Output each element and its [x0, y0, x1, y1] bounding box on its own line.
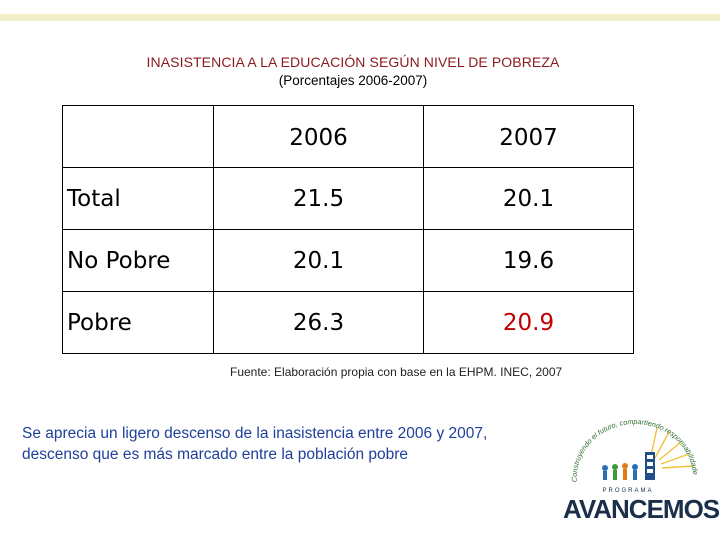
summary-note: Se aprecia un ligero descenso de la inas… — [22, 425, 488, 463]
table-header-row: 2006 2007 — [62, 105, 634, 168]
logo-slogan: Construyendo el futuro, compartiendo res… — [563, 412, 700, 482]
table-row: No Pobre 20.1 19.6 — [62, 229, 634, 292]
cell-value: 21.5 — [213, 167, 424, 230]
header-cell-2007: 2007 — [423, 105, 634, 168]
logo-emblem-icon: Construyendo el futuro, compartiendo res… — [561, 405, 700, 482]
page-subtitle: (Porcentajes 2006-2007) — [278, 73, 428, 88]
row-label: Total — [62, 167, 214, 230]
row-label: Pobre — [62, 291, 214, 354]
top-decorative-bar — [0, 14, 720, 21]
cell-value-highlighted: 20.9 — [423, 291, 634, 354]
logo-program-label: PROGRAMA — [602, 488, 654, 494]
avancemos-logo: Construyendo el futuro, compartiendo res… — [561, 405, 720, 528]
table-row: Pobre 26.3 20.9 — [62, 291, 634, 354]
header-cell-empty — [62, 105, 214, 168]
table-row: Total 21.5 20.1 — [62, 167, 634, 230]
source-note: Fuente: Elaboración propia con base en l… — [230, 365, 563, 379]
cell-value: 19.6 — [423, 229, 634, 292]
data-table: 2006 2007 Total 21.5 20.1 No Pobre 20.1 … — [62, 105, 634, 354]
row-label: No Pobre — [62, 229, 214, 292]
cell-value: 26.3 — [213, 291, 424, 354]
cell-value: 20.1 — [423, 167, 634, 230]
logo-name: AVANCEMOS — [563, 494, 720, 524]
cell-value: 20.1 — [213, 229, 424, 292]
header-cell-2006: 2006 — [213, 105, 424, 168]
page-title: INASISTENCIA A LA EDUCACIÓN SEGÚN NIVEL … — [146, 54, 560, 70]
